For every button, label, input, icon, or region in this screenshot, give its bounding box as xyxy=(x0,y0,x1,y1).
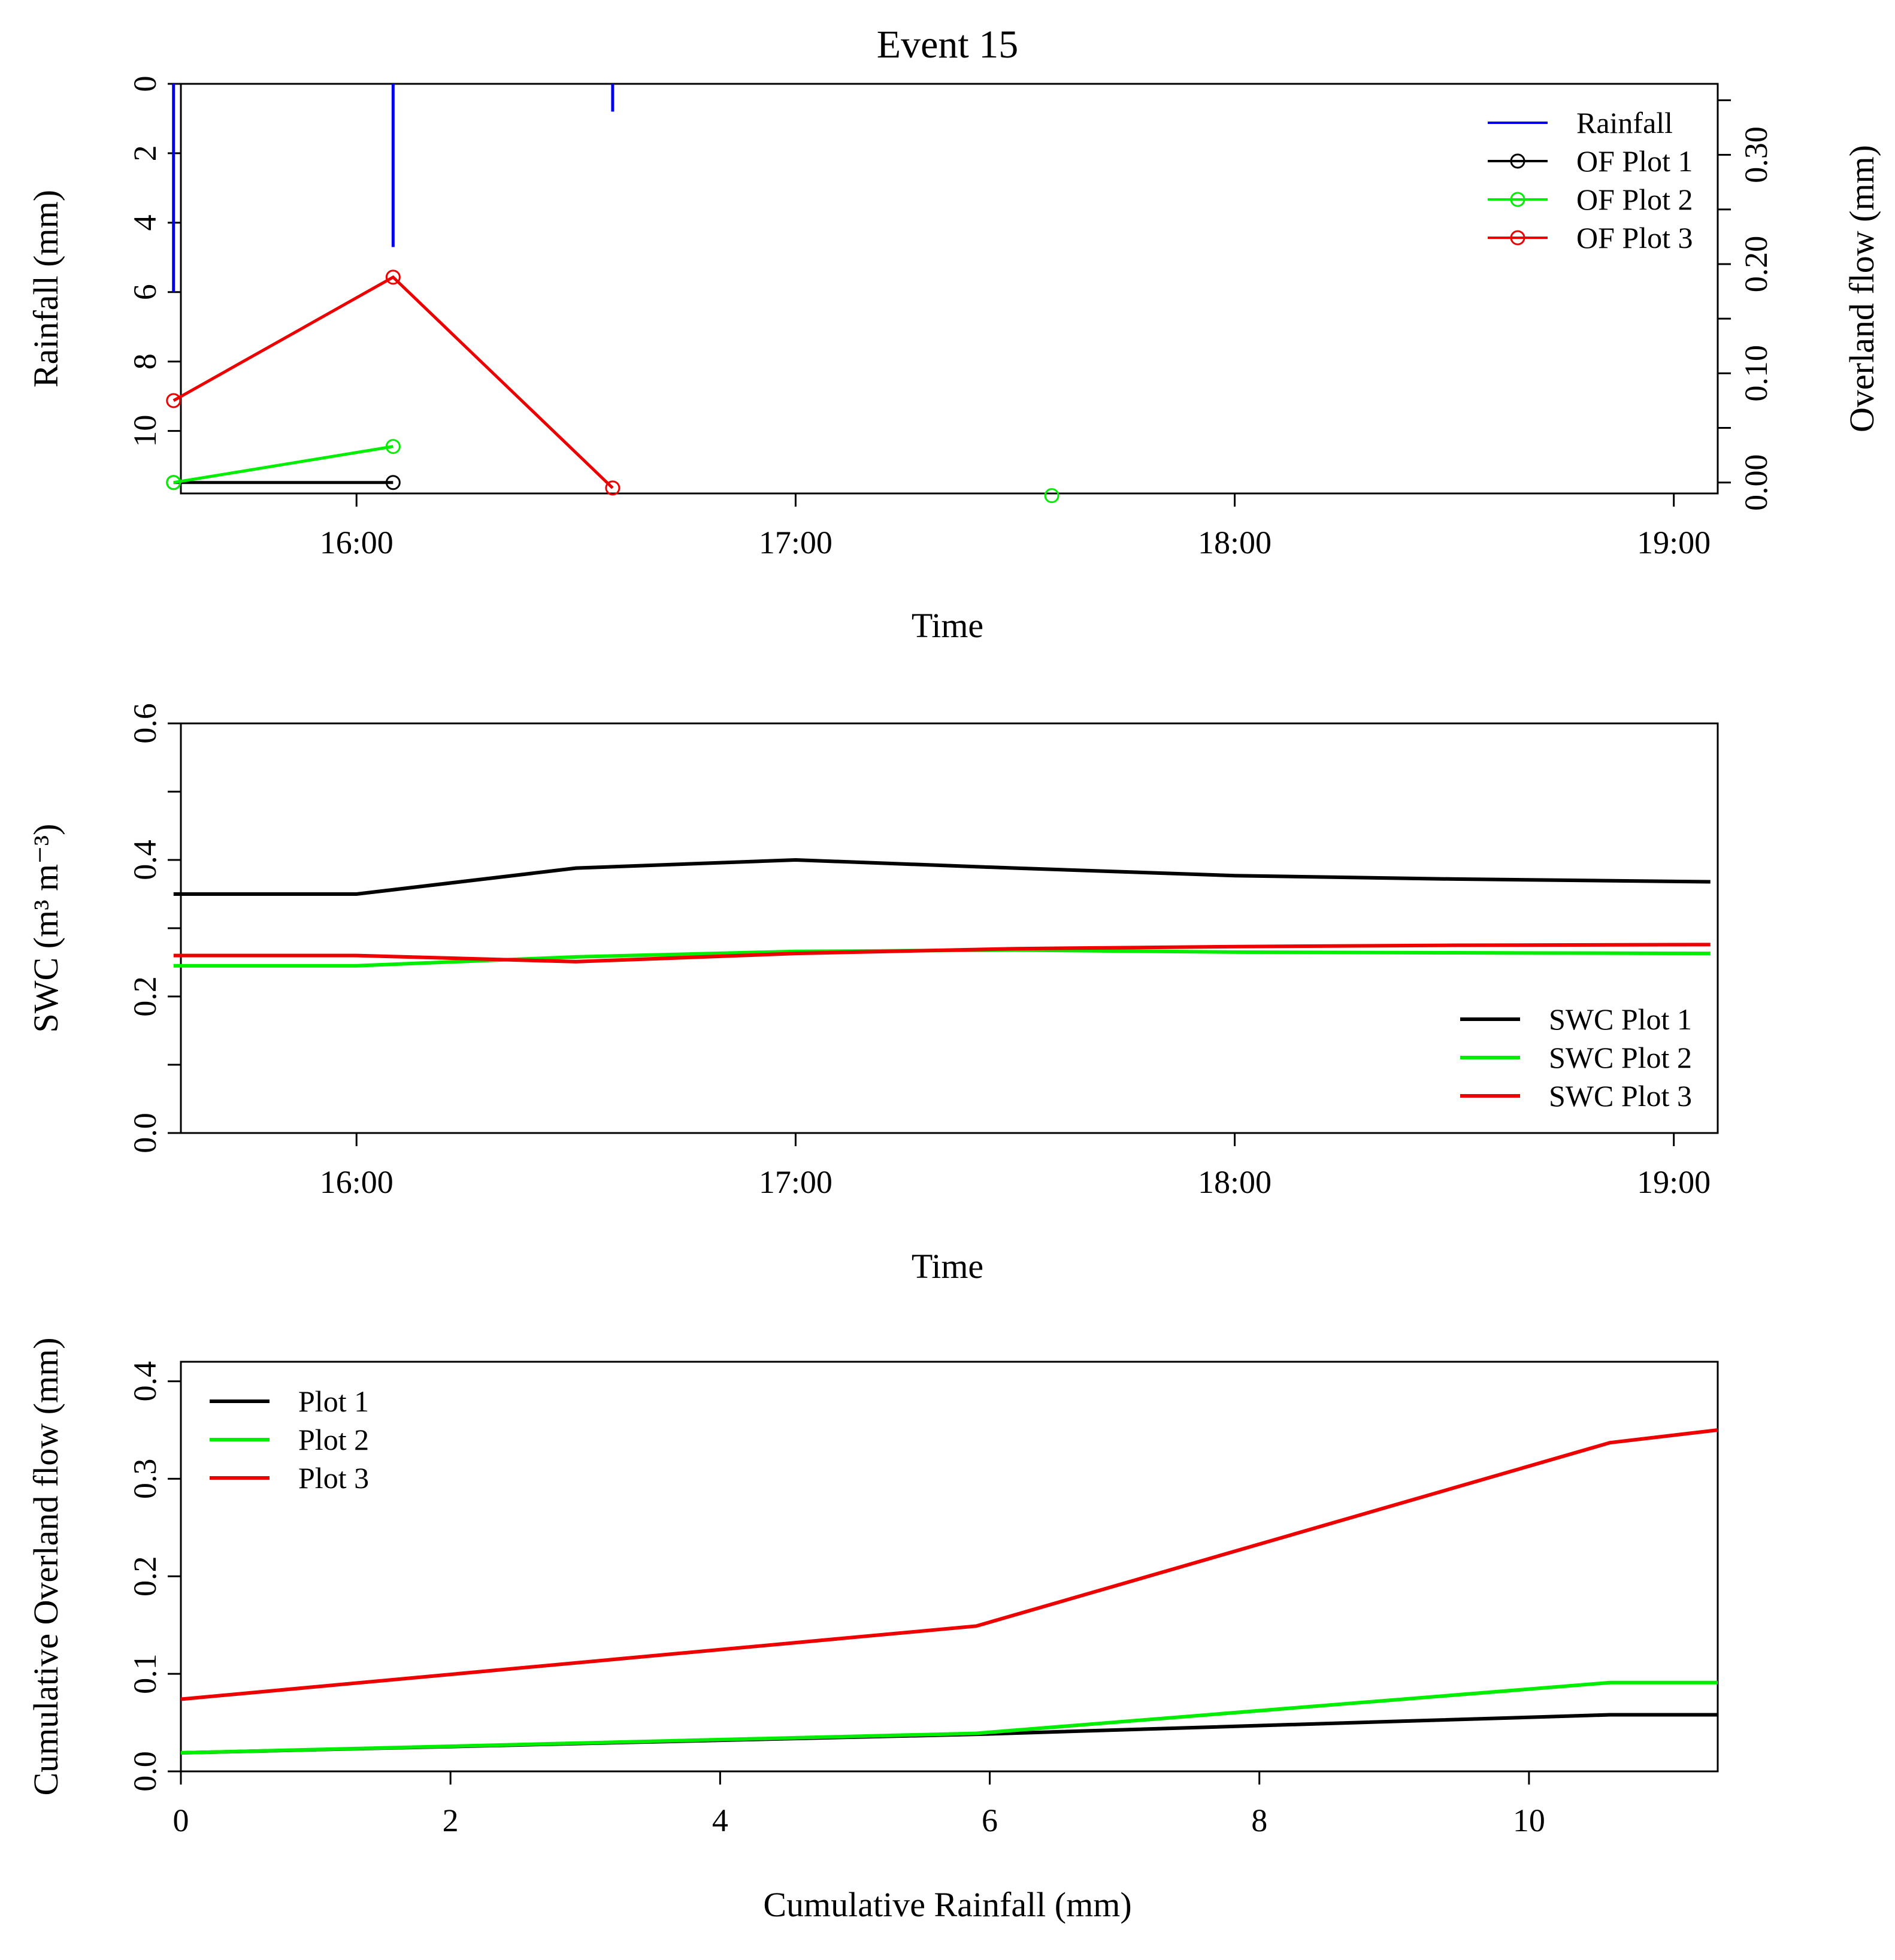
panel1-rainfall-bars xyxy=(172,84,614,292)
panel3-x-tick-label: 8 xyxy=(1251,1803,1267,1838)
panel1-right-tick-label: 0.20 xyxy=(1738,236,1774,293)
panel-cumulative: 0.0 0.1 0.2 0.3 0.4 0 2 4 6 8 10 Cumulative Rainf… xyxy=(26,1337,1719,1924)
panel-swc: 0.0 0.2 0.4 0.6 16:00 17:00 18:00 19:00 Time S… xyxy=(26,703,1719,1286)
panel1-legend-label: Rainfall xyxy=(1576,106,1673,140)
panel3-y-tick-label: 0.3 xyxy=(127,1459,163,1499)
panel2-x-tick-label: 17:00 xyxy=(759,1164,833,1200)
panel3-y-tick-label: 0.1 xyxy=(127,1653,163,1694)
panel2-y-tick-label: 0.6 xyxy=(127,703,163,744)
overland-flow-point xyxy=(385,439,401,455)
panel1-y-tick-label: 6 xyxy=(127,284,163,300)
swc-line xyxy=(173,858,1711,896)
panel3-x-tick-label: 4 xyxy=(712,1803,728,1838)
swc-line xyxy=(173,943,1711,964)
overland-flow-point xyxy=(166,393,181,408)
panel2-y-axis: 0.0 0.2 0.4 0.6 xyxy=(127,703,182,1153)
panel1-legend-label: OF Plot 2 xyxy=(1576,183,1693,216)
panel1-x-axis-label: Time xyxy=(912,606,983,645)
overland-flow-line xyxy=(172,275,614,489)
panel1-y-axis-label: Rainfall (mm) xyxy=(26,190,65,387)
overland-flow-line xyxy=(173,445,393,484)
overland-flow-point xyxy=(385,269,401,285)
overland-flow-point xyxy=(605,480,620,496)
panel3-x-tick-label: 2 xyxy=(443,1803,459,1838)
panel3-y-tick-label: 0.2 xyxy=(127,1556,163,1597)
panel1-legend-marker xyxy=(1510,230,1525,246)
panel2-x-tick-label: 19:00 xyxy=(1637,1164,1711,1200)
panel3-y-axis: 0.0 0.1 0.2 0.3 0.4 xyxy=(127,1361,182,1792)
panel2-y-axis-label: SWC (m³ m⁻³) xyxy=(26,824,65,1033)
panel1-x-tick-label: 19:00 xyxy=(1637,525,1711,561)
panel1-y-tick-label: 8 xyxy=(127,353,163,369)
panel2-legend-label: SWC Plot 3 xyxy=(1549,1079,1692,1113)
panel3-x-tick-label: 10 xyxy=(1513,1803,1545,1838)
overland-flow-point xyxy=(385,475,401,490)
panel3-legend-label: Plot 2 xyxy=(298,1423,369,1456)
panel1-right-tick-label: 0.10 xyxy=(1738,345,1774,402)
panel1-y-tick-label: 2 xyxy=(127,145,163,161)
panel2-legend: SWC Plot 1 SWC Plot 2 SWC Plot 3 xyxy=(1460,1002,1692,1113)
panel3-legend-label: Plot 1 xyxy=(298,1385,369,1418)
panel1-legend-marker xyxy=(1510,153,1525,169)
panel1-overland-series xyxy=(166,269,1059,504)
panel2-swc-series xyxy=(173,858,1711,968)
panel1-x-tick-label: 16:00 xyxy=(320,525,393,561)
panel2-legend-label: SWC Plot 1 xyxy=(1549,1002,1692,1036)
panel1-y-tick-label: 0 xyxy=(127,76,163,92)
panel1-right-tick-label: 0.00 xyxy=(1738,455,1774,511)
panel1-y2-axis-label: Overland flow (mm) xyxy=(1842,145,1881,432)
panel2-x-tick-label: 16:00 xyxy=(320,1164,393,1200)
cumulative-line xyxy=(180,1428,1718,1701)
panel3-y-axis-label: Cumulative Overland flow (mm) xyxy=(26,1337,65,1795)
panel1-legend-marker xyxy=(1510,192,1525,207)
panel2-y-tick-label: 0.0 xyxy=(127,1113,163,1153)
panel3-y-tick-label: 0.0 xyxy=(127,1751,163,1792)
panel3-legend-label: Plot 3 xyxy=(298,1461,369,1495)
overland-flow-point xyxy=(1044,488,1059,504)
overland-flow-point xyxy=(166,475,181,490)
panel3-legend: Plot 1 Plot 2 Plot 3 xyxy=(210,1385,369,1495)
panel1-left-axis: 0 2 4 6 8 10 xyxy=(127,76,182,493)
panel1-legend-label: OF Plot 3 xyxy=(1576,221,1693,255)
panel2-x-axis: 16:00 17:00 18:00 19:00 xyxy=(320,1132,1711,1200)
panel2-y-tick-label: 0.4 xyxy=(127,840,163,880)
panel3-x-tick-label: 6 xyxy=(982,1803,998,1838)
panel1-y-tick-label: 10 xyxy=(127,415,163,447)
panel3-x-axis-label: Cumulative Rainfall (mm) xyxy=(763,1885,1131,1924)
panel3-x-tick-label: 0 xyxy=(173,1803,189,1838)
panel3-y-tick-label: 0.4 xyxy=(127,1361,163,1402)
panel1-x-tick-label: 18:00 xyxy=(1198,525,1272,561)
panel1-x-tick-label: 17:00 xyxy=(759,525,833,561)
panel1-right-axis: 0.00 0.10 0.20 0.30 xyxy=(1717,99,1774,511)
panel1-x-axis: 16:00 17:00 18:00 19:00 xyxy=(320,492,1711,561)
panel1-legend: Rainfall OF Plot 1 OF Plot 2 OF Plot 3 xyxy=(1488,106,1693,255)
panel1-legend-label: OF Plot 1 xyxy=(1576,144,1693,178)
cumulative-line xyxy=(180,1680,1718,1755)
panel1-title: Event 15 xyxy=(877,23,1018,66)
panel3-x-axis: 0 2 4 6 8 10 xyxy=(173,1770,1545,1838)
panel2-y-tick-label: 0.2 xyxy=(127,976,163,1017)
panel3-cumulative-series xyxy=(180,1428,1718,1755)
panel2-x-tick-label: 18:00 xyxy=(1198,1164,1272,1200)
panel2-x-axis-label: Time xyxy=(912,1247,983,1286)
panel1-y-tick-label: 4 xyxy=(127,214,163,231)
panel2-legend-label: SWC Plot 2 xyxy=(1549,1041,1692,1074)
panel1-right-tick-label: 0.30 xyxy=(1738,126,1774,183)
